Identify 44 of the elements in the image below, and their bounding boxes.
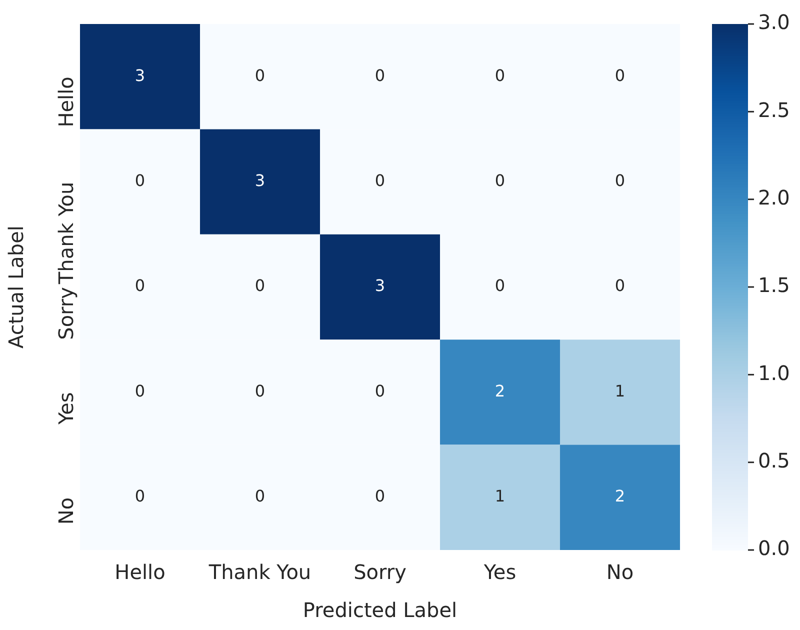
color-bar-label: 3.0 [758,10,790,34]
data-label: 0 [374,66,386,85]
data-label: 0 [254,276,266,296]
data-label: 0 [614,276,626,296]
data-label: 3 [254,170,266,190]
x-axis-title: Predicted Label [302,598,458,622]
data-label: 3 [374,276,386,296]
color-bar-label: 2.5 [758,98,790,122]
data-label: 0 [494,66,506,85]
data-label: 0 [134,381,146,400]
data-label: 0 [494,170,506,190]
data-label: 2 [614,486,626,506]
x-tick-label: Sorry [354,560,407,584]
data-label: 0 [254,486,266,506]
data-label: 0 [134,170,146,190]
data-label: 2 [494,381,506,400]
color-bar-label: 2.0 [758,186,790,210]
data-label: 0 [614,170,626,190]
x-tick-label: No [606,560,634,584]
x-tick-label: Thank You [208,560,312,584]
data-label: 1 [494,486,506,506]
data-label: 0 [374,381,386,400]
data-label: 1 [614,381,626,400]
data-label: 3 [134,66,146,85]
color-bar-label: 0.0 [758,536,790,560]
y-tick-label: No [54,497,78,525]
x-tick-label: Yes [482,560,516,584]
color-bar-label: 1.5 [758,273,790,298]
data-label: 0 [374,486,386,506]
data-label: 0 [494,276,506,296]
x-tick-label: Hello [114,560,166,584]
data-label: 0 [254,66,266,85]
y-tick-label: Hello [54,76,78,128]
data-label: 0 [374,170,386,190]
color-bar-label: 1.0 [758,360,790,385]
data-label: 0 [614,66,626,85]
color-bar-label: 0.5 [758,448,790,473]
y-tick-label: Yes [54,392,78,426]
data-label: 0 [254,381,266,400]
data-label: 0 [134,276,146,296]
y-tick-label: Sorry [54,286,78,340]
y-axis-title: Actual Label [4,226,28,348]
data-label: 0 [134,486,146,506]
y-tick-label: Thank You [54,182,78,286]
